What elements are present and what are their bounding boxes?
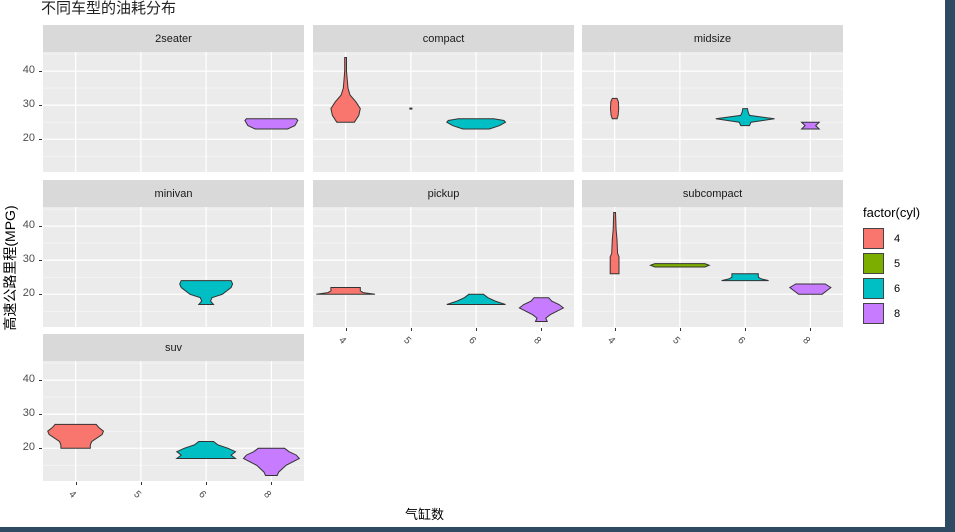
legend-title: factor(cyl) [863, 205, 921, 220]
violin-subcompact-cyl6 [721, 273, 769, 282]
x-tick-mark [345, 328, 347, 331]
y-tick-mark [39, 71, 42, 73]
x-tick-label: 5 [401, 335, 413, 347]
legend-item-8: 8 [863, 301, 920, 326]
y-tick-mark [39, 139, 42, 141]
facet-strip-pickup: pickup [313, 180, 574, 207]
x-tick-label: 4 [604, 335, 617, 347]
x-tick-label: 4 [65, 489, 78, 501]
y-tick-mark [39, 380, 42, 382]
y-tick-mark [39, 105, 42, 107]
facet-panel-suv [43, 361, 304, 481]
violin-subcompact-cyl5 [649, 263, 711, 268]
violin-suv-cyl8 [242, 447, 301, 476]
x-tick-mark [140, 482, 142, 485]
x-tick-label: 6 [735, 335, 748, 347]
x-tick-mark [745, 328, 747, 331]
x-tick-label: 5 [670, 335, 682, 347]
x-tick-mark [271, 482, 273, 485]
y-tick-mark [39, 294, 42, 296]
x-tick-mark [810, 328, 812, 331]
violin-pickup-cyl6 [446, 293, 506, 305]
facet-strip-compact: compact [313, 25, 574, 52]
x-tick-label: 8 [800, 335, 813, 347]
chart-title: 不同车型的油耗分布 [41, 0, 177, 17]
y-tick-label: 30 [22, 253, 35, 266]
violin-compact-cyl4 [330, 57, 361, 123]
legend-key-swatch [863, 253, 884, 274]
facet-strip-minivan: minivan [43, 180, 304, 207]
violin-midsize-cyl4 [609, 97, 620, 120]
x-tick-mark [679, 328, 681, 331]
facet-panel-subcompact [582, 207, 843, 327]
legend-items: 4 5 6 8 [863, 226, 920, 326]
x-tick-label: 8 [531, 335, 544, 347]
x-tick-label: 5 [131, 489, 143, 501]
facet-strip-subcompact: subcompact [582, 180, 843, 207]
violin-subcompact-cyl8 [788, 283, 832, 295]
legend-key-swatch [863, 303, 884, 324]
x-tick-mark [206, 482, 208, 485]
y-tick-mark [39, 226, 42, 228]
y-tick-label: 40 [22, 64, 35, 77]
x-axis-label: 气缸数 [405, 507, 445, 522]
legend-key-swatch [863, 278, 884, 299]
legend-item-4: 4 [863, 226, 920, 251]
x-tick-label: 6 [466, 335, 479, 347]
x-tick-label: 6 [196, 489, 209, 501]
legend-item-6: 6 [863, 276, 920, 301]
legend-label: 6 [894, 282, 901, 295]
x-tick-mark [75, 482, 77, 485]
facet-panel-pickup [313, 207, 574, 327]
violin-compact-cyl5 [409, 107, 413, 110]
y-tick-label: 40 [22, 373, 35, 386]
violin-compact-cyl6 [446, 118, 507, 130]
violin-suv-cyl6 [175, 441, 237, 459]
facet-strip-suv: suv [43, 334, 304, 361]
legend: factor(cyl) 4 5 6 8 [863, 205, 920, 326]
y-tick-mark [39, 260, 42, 262]
x-tick-label: 4 [335, 335, 348, 347]
legend-item-5: 5 [863, 251, 920, 276]
violin-midsize-cyl8 [800, 121, 821, 130]
y-tick-label: 40 [22, 219, 35, 232]
facet-panel-midsize [582, 52, 843, 172]
y-tick-mark [39, 448, 42, 450]
y-tick-label: 20 [22, 132, 35, 145]
y-tick-label: 30 [22, 98, 35, 111]
x-tick-mark [541, 328, 543, 331]
violin-pickup-cyl4 [316, 287, 376, 295]
violin-midsize-cyl6 [715, 108, 775, 127]
violin-subcompact-cyl4 [609, 212, 620, 275]
x-tick-mark [410, 328, 412, 331]
facet-panel-minivan [43, 207, 304, 327]
y-axis-label: 高速公路里程(MPG) [2, 205, 18, 331]
y-tick-mark [39, 414, 42, 416]
facet-strip-2seater: 2seater [43, 25, 304, 52]
legend-label: 8 [894, 307, 901, 320]
legend-key-swatch [863, 228, 884, 249]
violin-pickup-cyl8 [518, 297, 565, 322]
legend-label: 5 [894, 257, 901, 270]
violin-2seater-cyl8 [244, 118, 299, 130]
violin-minivan-cyl6 [179, 280, 234, 305]
y-tick-label: 20 [22, 441, 35, 454]
facet-strip-midsize: midsize [582, 25, 843, 52]
facet-panel-2seater [43, 52, 304, 172]
x-tick-label: 8 [261, 489, 274, 501]
facet-panel-compact [313, 52, 574, 172]
legend-label: 4 [894, 232, 901, 245]
x-tick-mark [614, 328, 616, 331]
y-tick-label: 30 [22, 407, 35, 420]
y-tick-label: 20 [22, 287, 35, 300]
violin-suv-cyl4 [47, 423, 105, 449]
x-tick-mark [476, 328, 478, 331]
